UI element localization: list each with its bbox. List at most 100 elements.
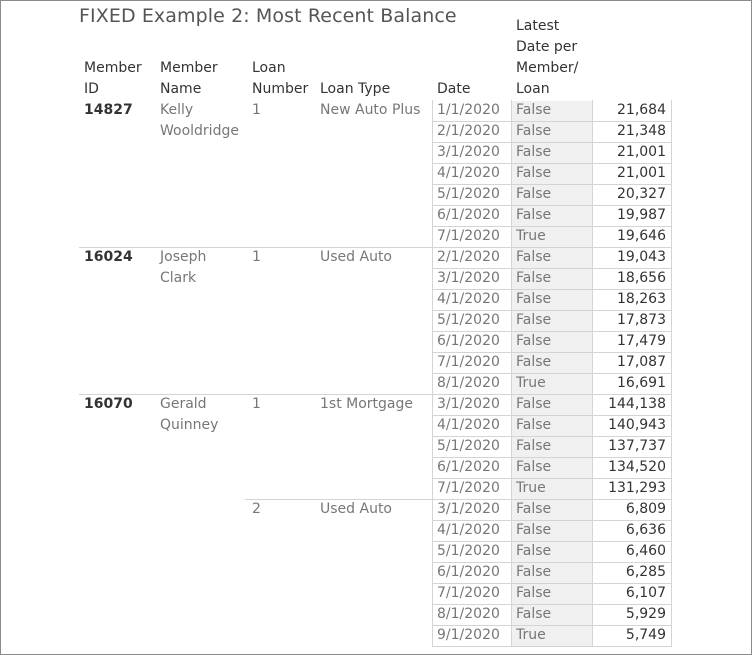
date-cell[interactable]: 4/1/2020 — [437, 291, 500, 307]
latest-flag-cell[interactable]: False — [516, 207, 552, 223]
loan-type-cell[interactable]: 1st Mortgage — [320, 396, 413, 412]
date-cell[interactable]: 3/1/2020 — [437, 144, 500, 160]
loan-type-cell[interactable]: New Auto Plus — [320, 102, 421, 118]
loan-number-cell[interactable]: 1 — [252, 396, 261, 412]
date-cell[interactable]: 4/1/2020 — [437, 417, 500, 433]
latest-flag-cell[interactable]: False — [516, 417, 552, 433]
latest-flag-cell[interactable]: False — [516, 186, 552, 202]
balance-cell[interactable]: 6,107 — [625, 585, 666, 601]
header-member-name[interactable]: Member Name — [160, 60, 218, 97]
balance-cell[interactable]: 131,293 — [608, 480, 666, 496]
member-name-cell[interactable]: Kelly — [160, 102, 194, 118]
member-name-cell[interactable]: Clark — [160, 270, 197, 286]
date-cell[interactable]: 2/1/2020 — [437, 123, 500, 139]
member-id-cell[interactable]: 16070 — [84, 396, 133, 412]
latest-flag-cell[interactable]: False — [516, 312, 552, 328]
date-cell[interactable]: 5/1/2020 — [437, 543, 500, 559]
balance-cell[interactable]: 19,043 — [617, 249, 666, 265]
date-cell[interactable]: 1/1/2020 — [437, 102, 500, 118]
latest-flag-cell[interactable]: False — [516, 249, 552, 265]
latest-flag-cell[interactable]: False — [516, 438, 552, 454]
date-cell[interactable]: 8/1/2020 — [437, 375, 500, 391]
latest-flag-cell[interactable]: False — [516, 585, 552, 601]
balance-cell[interactable]: 19,987 — [617, 207, 666, 223]
balance-cell[interactable]: 134,520 — [608, 459, 666, 475]
balance-cell[interactable]: 6,460 — [625, 543, 666, 559]
latest-flag-cell[interactable]: True — [516, 480, 546, 496]
date-cell[interactable]: 6/1/2020 — [437, 333, 500, 349]
date-cell[interactable]: 8/1/2020 — [437, 606, 500, 622]
member-name-cell[interactable]: Gerald — [160, 396, 207, 412]
balance-cell[interactable]: 17,873 — [617, 312, 666, 328]
header-date[interactable]: Date — [437, 81, 471, 97]
date-cell[interactable]: 6/1/2020 — [437, 564, 500, 580]
date-cell[interactable]: 3/1/2020 — [437, 396, 500, 412]
date-cell[interactable]: 3/1/2020 — [437, 270, 500, 286]
balance-cell[interactable]: 21,001 — [617, 144, 666, 160]
latest-flag-cell[interactable]: True — [516, 228, 546, 244]
header-loan-type[interactable]: Loan Type — [320, 81, 391, 97]
balance-cell[interactable]: 20,327 — [617, 186, 666, 202]
member-id-cell[interactable]: 16024 — [84, 249, 133, 265]
balance-cell[interactable]: 18,656 — [617, 270, 666, 286]
date-cell[interactable]: 4/1/2020 — [437, 165, 500, 181]
latest-flag-cell[interactable]: False — [516, 564, 552, 580]
balance-cell[interactable]: 21,001 — [617, 165, 666, 181]
date-cell[interactable]: 9/1/2020 — [437, 627, 500, 643]
date-cell[interactable]: 6/1/2020 — [437, 459, 500, 475]
balance-cell[interactable]: 137,737 — [608, 438, 666, 454]
latest-flag-cell[interactable]: False — [516, 333, 552, 349]
date-cell[interactable]: 3/1/2020 — [437, 501, 500, 517]
date-cell[interactable]: 5/1/2020 — [437, 438, 500, 454]
latest-flag-cell[interactable]: False — [516, 102, 552, 118]
balance-cell[interactable]: 6,285 — [625, 564, 666, 580]
member-name-cell[interactable]: Quinney — [160, 417, 219, 433]
balance-cell[interactable]: 19,646 — [617, 228, 666, 244]
loan-type-cell[interactable]: Used Auto — [320, 249, 392, 265]
balance-cell[interactable]: 21,684 — [617, 102, 666, 118]
latest-flag-cell[interactable]: False — [516, 501, 552, 517]
latest-flag-cell[interactable]: False — [516, 354, 552, 370]
header-member-id[interactable]: Member ID — [84, 60, 142, 97]
balance-cell[interactable]: 18,263 — [617, 291, 666, 307]
balance-cell[interactable]: 17,087 — [617, 354, 666, 370]
member-name-cell[interactable]: Joseph — [160, 249, 207, 265]
latest-flag-cell[interactable]: False — [516, 165, 552, 181]
member-name-cell[interactable]: Wooldridge — [160, 123, 239, 139]
latest-flag-cell[interactable]: True — [516, 375, 546, 391]
date-cell[interactable]: 2/1/2020 — [437, 249, 500, 265]
date-cell[interactable]: 7/1/2020 — [437, 585, 500, 601]
latest-flag-cell[interactable]: False — [516, 543, 552, 559]
loan-number-cell[interactable]: 1 — [252, 249, 261, 265]
balance-cell[interactable]: 6,636 — [625, 522, 666, 538]
latest-flag-cell[interactable]: False — [516, 522, 552, 538]
balance-cell[interactable]: 21,348 — [617, 123, 666, 139]
loan-number-cell[interactable]: 2 — [252, 501, 261, 517]
balance-cell[interactable]: 17,479 — [617, 333, 666, 349]
balance-cell[interactable]: 5,929 — [625, 606, 666, 622]
latest-flag-cell[interactable]: True — [516, 627, 546, 643]
member-id-cell[interactable]: 14827 — [84, 102, 133, 118]
balance-cell[interactable]: 6,809 — [625, 501, 666, 517]
latest-flag-cell[interactable]: False — [516, 291, 552, 307]
latest-flag-cell[interactable]: False — [516, 396, 552, 412]
latest-flag-cell[interactable]: False — [516, 123, 552, 139]
loan-number-cell[interactable]: 1 — [252, 102, 261, 118]
date-cell[interactable]: 4/1/2020 — [437, 522, 500, 538]
latest-flag-cell[interactable]: False — [516, 459, 552, 475]
loan-type-cell[interactable]: Used Auto — [320, 501, 392, 517]
balance-cell[interactable]: 140,943 — [608, 417, 666, 433]
latest-flag-cell[interactable]: False — [516, 144, 552, 160]
latest-flag-cell[interactable]: False — [516, 606, 552, 622]
date-cell[interactable]: 7/1/2020 — [437, 354, 500, 370]
date-cell[interactable]: 5/1/2020 — [437, 186, 500, 202]
header-loan-number[interactable]: Loan Number — [252, 60, 309, 97]
balance-cell[interactable]: 144,138 — [608, 396, 666, 412]
balance-cell[interactable]: 16,691 — [617, 375, 666, 391]
date-cell[interactable]: 7/1/2020 — [437, 480, 500, 496]
date-cell[interactable]: 6/1/2020 — [437, 207, 500, 223]
balance-cell[interactable]: 5,749 — [625, 627, 666, 643]
header-latest-date[interactable]: Latest Date per Member/ Loan — [516, 18, 579, 97]
date-cell[interactable]: 7/1/2020 — [437, 228, 500, 244]
date-cell[interactable]: 5/1/2020 — [437, 312, 500, 328]
